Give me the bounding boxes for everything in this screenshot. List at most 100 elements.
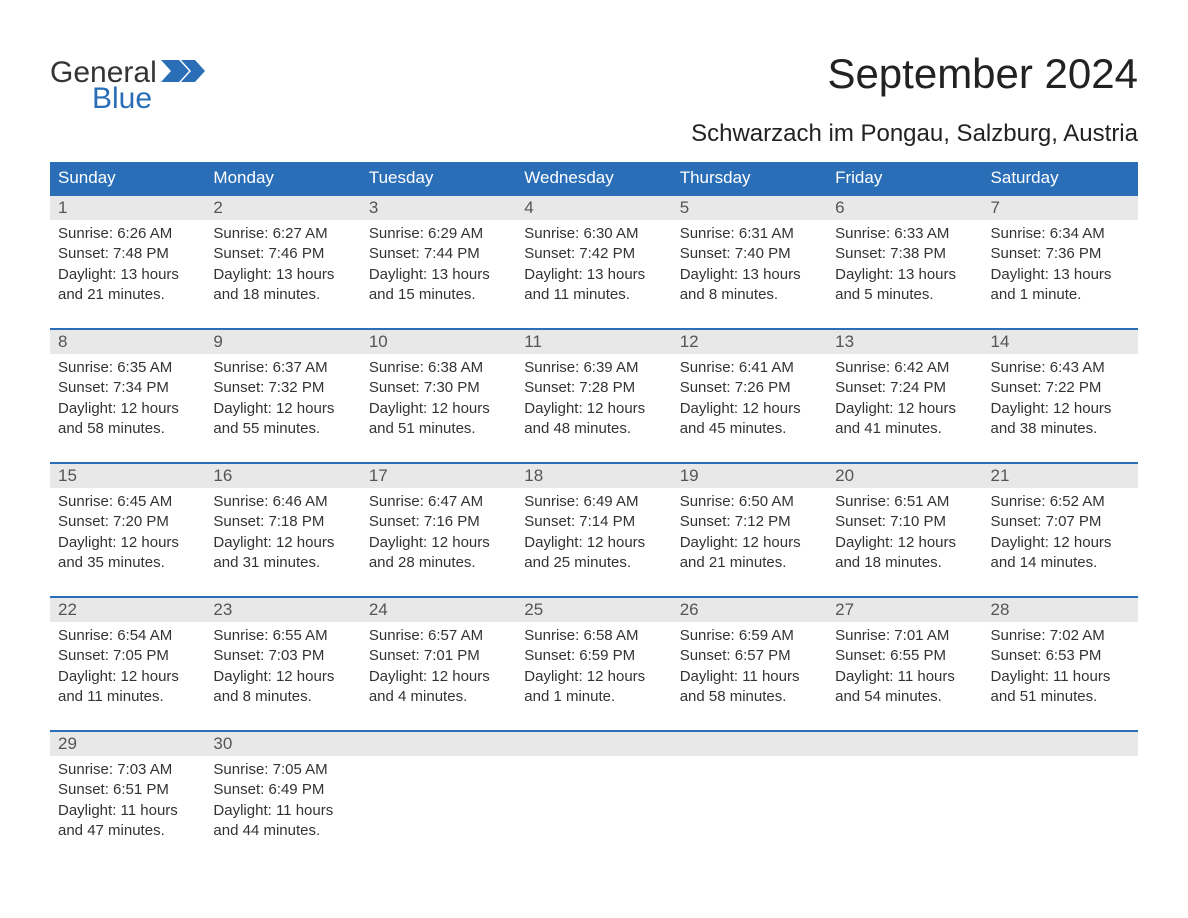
day-details: Sunrise: 6:45 AMSunset: 7:20 PMDaylight:… [50,488,205,575]
day-number: 18 [516,464,671,488]
day-details: Sunrise: 6:39 AMSunset: 7:28 PMDaylight:… [516,354,671,441]
calendar-week: 15Sunrise: 6:45 AMSunset: 7:20 PMDayligh… [50,462,1138,582]
day-details: Sunrise: 6:38 AMSunset: 7:30 PMDaylight:… [361,354,516,441]
sunset-line: Sunset: 7:30 PM [369,378,508,398]
sunset-line: Sunset: 7:01 PM [369,646,508,666]
day-details: Sunrise: 6:29 AMSunset: 7:44 PMDaylight:… [361,220,516,307]
daylight-line: Daylight: 13 hours and 21 minutes. [58,265,197,306]
sunset-line: Sunset: 6:57 PM [680,646,819,666]
day-details: Sunrise: 7:05 AMSunset: 6:49 PMDaylight:… [205,756,360,843]
sunset-line: Sunset: 7:07 PM [991,512,1130,532]
day-number: 24 [361,598,516,622]
calendar-week: 22Sunrise: 6:54 AMSunset: 7:05 PMDayligh… [50,596,1138,716]
day-details: Sunrise: 7:03 AMSunset: 6:51 PMDaylight:… [50,756,205,843]
day-details: Sunrise: 6:55 AMSunset: 7:03 PMDaylight:… [205,622,360,709]
sunset-line: Sunset: 7:26 PM [680,378,819,398]
calendar-day: 5Sunrise: 6:31 AMSunset: 7:40 PMDaylight… [672,196,827,314]
day-number: 13 [827,330,982,354]
calendar-day [361,732,516,850]
daylight-line: Daylight: 13 hours and 5 minutes. [835,265,974,306]
calendar-day: 19Sunrise: 6:50 AMSunset: 7:12 PMDayligh… [672,464,827,582]
day-number [827,732,982,756]
day-details: Sunrise: 6:27 AMSunset: 7:46 PMDaylight:… [205,220,360,307]
day-details: Sunrise: 6:59 AMSunset: 6:57 PMDaylight:… [672,622,827,709]
calendar-day: 11Sunrise: 6:39 AMSunset: 7:28 PMDayligh… [516,330,671,448]
sunrise-line: Sunrise: 6:33 AM [835,224,974,244]
day-details: Sunrise: 6:43 AMSunset: 7:22 PMDaylight:… [983,354,1138,441]
day-details: Sunrise: 7:01 AMSunset: 6:55 PMDaylight:… [827,622,982,709]
day-number: 10 [361,330,516,354]
sunrise-line: Sunrise: 6:27 AM [213,224,352,244]
day-number: 29 [50,732,205,756]
weekday-header: Friday [827,162,982,194]
day-number: 4 [516,196,671,220]
day-details: Sunrise: 6:37 AMSunset: 7:32 PMDaylight:… [205,354,360,441]
daylight-line: Daylight: 13 hours and 11 minutes. [524,265,663,306]
day-number: 3 [361,196,516,220]
day-number: 22 [50,598,205,622]
calendar-day [827,732,982,850]
sunrise-line: Sunrise: 6:47 AM [369,492,508,512]
day-details: Sunrise: 6:41 AMSunset: 7:26 PMDaylight:… [672,354,827,441]
day-details [983,756,1138,762]
day-details: Sunrise: 6:50 AMSunset: 7:12 PMDaylight:… [672,488,827,575]
sunrise-line: Sunrise: 6:57 AM [369,626,508,646]
day-number: 8 [50,330,205,354]
sunset-line: Sunset: 7:24 PM [835,378,974,398]
weekday-header: Monday [205,162,360,194]
day-number [516,732,671,756]
daylight-line: Daylight: 12 hours and 51 minutes. [369,399,508,440]
weekday-header: Saturday [983,162,1138,194]
sunset-line: Sunset: 7:44 PM [369,244,508,264]
day-details: Sunrise: 6:31 AMSunset: 7:40 PMDaylight:… [672,220,827,307]
day-details: Sunrise: 6:30 AMSunset: 7:42 PMDaylight:… [516,220,671,307]
sunset-line: Sunset: 7:10 PM [835,512,974,532]
calendar-day: 7Sunrise: 6:34 AMSunset: 7:36 PMDaylight… [983,196,1138,314]
day-number: 9 [205,330,360,354]
calendar-day: 30Sunrise: 7:05 AMSunset: 6:49 PMDayligh… [205,732,360,850]
sunset-line: Sunset: 7:42 PM [524,244,663,264]
sunset-line: Sunset: 7:46 PM [213,244,352,264]
day-details: Sunrise: 6:35 AMSunset: 7:34 PMDaylight:… [50,354,205,441]
day-number: 14 [983,330,1138,354]
sunrise-line: Sunrise: 6:35 AM [58,358,197,378]
daylight-line: Daylight: 13 hours and 18 minutes. [213,265,352,306]
calendar-day: 13Sunrise: 6:42 AMSunset: 7:24 PMDayligh… [827,330,982,448]
day-number [672,732,827,756]
sunset-line: Sunset: 7:03 PM [213,646,352,666]
day-number: 12 [672,330,827,354]
sunrise-line: Sunrise: 6:26 AM [58,224,197,244]
sunrise-line: Sunrise: 6:51 AM [835,492,974,512]
sunrise-line: Sunrise: 6:30 AM [524,224,663,244]
calendar-day: 1Sunrise: 6:26 AMSunset: 7:48 PMDaylight… [50,196,205,314]
day-number: 20 [827,464,982,488]
sunrise-line: Sunrise: 7:02 AM [991,626,1130,646]
daylight-line: Daylight: 12 hours and 55 minutes. [213,399,352,440]
calendar-day: 15Sunrise: 6:45 AMSunset: 7:20 PMDayligh… [50,464,205,582]
daylight-line: Daylight: 12 hours and 31 minutes. [213,533,352,574]
day-details: Sunrise: 6:49 AMSunset: 7:14 PMDaylight:… [516,488,671,575]
sunset-line: Sunset: 7:14 PM [524,512,663,532]
sunset-line: Sunset: 6:51 PM [58,780,197,800]
day-details: Sunrise: 6:54 AMSunset: 7:05 PMDaylight:… [50,622,205,709]
day-details [672,756,827,762]
calendar-day: 28Sunrise: 7:02 AMSunset: 6:53 PMDayligh… [983,598,1138,716]
calendar-day: 14Sunrise: 6:43 AMSunset: 7:22 PMDayligh… [983,330,1138,448]
sunrise-line: Sunrise: 6:49 AM [524,492,663,512]
calendar-day: 27Sunrise: 7:01 AMSunset: 6:55 PMDayligh… [827,598,982,716]
day-number: 27 [827,598,982,622]
weekday-header: Thursday [672,162,827,194]
sunset-line: Sunset: 7:05 PM [58,646,197,666]
sunset-line: Sunset: 7:38 PM [835,244,974,264]
day-details: Sunrise: 6:52 AMSunset: 7:07 PMDaylight:… [983,488,1138,575]
calendar-day [516,732,671,850]
day-number: 7 [983,196,1138,220]
sunrise-line: Sunrise: 7:03 AM [58,760,197,780]
daylight-line: Daylight: 12 hours and 35 minutes. [58,533,197,574]
sunset-line: Sunset: 7:22 PM [991,378,1130,398]
daylight-line: Daylight: 12 hours and 11 minutes. [58,667,197,708]
daylight-line: Daylight: 11 hours and 47 minutes. [58,801,197,842]
daylight-line: Daylight: 12 hours and 21 minutes. [680,533,819,574]
calendar-week: 29Sunrise: 7:03 AMSunset: 6:51 PMDayligh… [50,730,1138,850]
day-number [361,732,516,756]
